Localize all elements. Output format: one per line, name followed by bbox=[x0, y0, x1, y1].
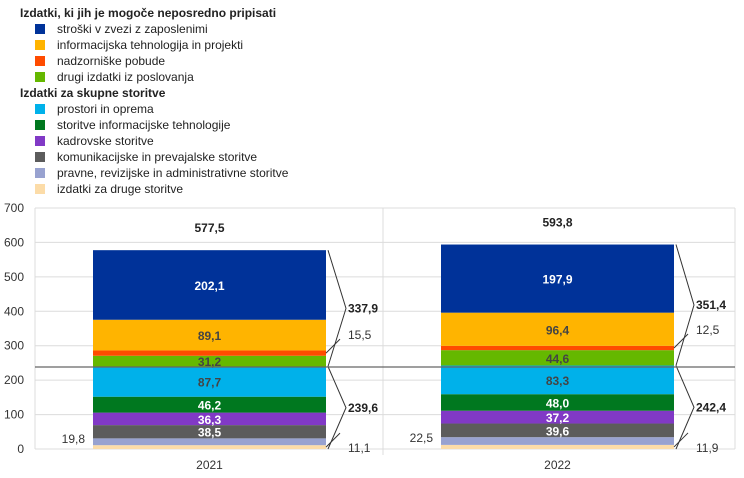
data-label: 89,1 bbox=[198, 329, 222, 343]
legend-label: prostori in oprema bbox=[57, 102, 154, 116]
legend-swatch bbox=[35, 104, 45, 114]
bar-segment bbox=[441, 365, 674, 395]
legend-label: kadrovske storitve bbox=[57, 134, 154, 148]
data-label: 31,2 bbox=[198, 355, 222, 369]
legend-item: stroški v zvezi z zaposlenimi bbox=[35, 22, 208, 36]
legend-item: storitve informacijske tehnologije bbox=[35, 118, 230, 132]
legend-label: informacijska tehnologija in projekti bbox=[57, 38, 244, 52]
legend-item: prostori in oprema bbox=[35, 102, 154, 116]
y-tick-label: 100 bbox=[4, 408, 24, 422]
bar-segment bbox=[93, 396, 326, 413]
legend-swatch bbox=[35, 168, 45, 178]
bar-segment bbox=[93, 250, 326, 320]
y-tick-label: 700 bbox=[4, 201, 24, 215]
bar-segment bbox=[441, 423, 674, 438]
bar-segment bbox=[441, 437, 674, 445]
legend-item: nadzorniške pobude bbox=[35, 54, 165, 68]
legend-swatch bbox=[35, 40, 45, 50]
legend-swatch bbox=[35, 120, 45, 130]
legend-item: kadrovske storitve bbox=[35, 134, 154, 148]
data-label: 11,9 bbox=[696, 441, 719, 455]
bar-segment bbox=[441, 444, 674, 449]
leader-line bbox=[325, 338, 341, 354]
legend-swatch bbox=[35, 24, 45, 34]
legend-label: pravne, revizijske in administrativne st… bbox=[57, 166, 289, 180]
bar-segment bbox=[93, 319, 326, 351]
data-label: 83,3 bbox=[546, 374, 570, 388]
y-tick-label: 200 bbox=[4, 373, 24, 387]
data-label: 87,7 bbox=[198, 376, 222, 390]
data-label: 15,5 bbox=[348, 328, 372, 342]
legend-label: nadzorniške pobude bbox=[57, 54, 166, 68]
x-tick-label: 2021 bbox=[196, 458, 223, 472]
total-label: 593,8 bbox=[542, 216, 572, 230]
legend-group-title: Izdatki za skupne storitve bbox=[20, 86, 166, 100]
y-tick-label: 0 bbox=[17, 442, 24, 456]
bar-segment bbox=[93, 412, 326, 426]
legend-label: komunikacijske in prevajalske storitve bbox=[57, 150, 258, 164]
bar-segment bbox=[93, 425, 326, 439]
shared-total-bracket bbox=[675, 365, 695, 450]
data-label: 197,9 bbox=[542, 273, 572, 287]
legend-swatch bbox=[35, 184, 45, 194]
bar-segment bbox=[441, 350, 674, 366]
direct-total-label: 337,9 bbox=[348, 301, 378, 315]
data-label: 96,4 bbox=[546, 323, 570, 337]
data-label: 48,0 bbox=[546, 396, 570, 410]
data-label: 22,5 bbox=[410, 431, 434, 445]
direct-total-bracket bbox=[327, 250, 347, 367]
legend-group-title: Izdatki, ki jih je mogoče neposredno pri… bbox=[20, 6, 277, 20]
bar-segment bbox=[441, 345, 674, 351]
leader-line bbox=[325, 432, 341, 448]
legend-item: informacijska tehnologija in projekti bbox=[35, 38, 243, 52]
legend-item: izdatki za druge storitve bbox=[35, 182, 183, 196]
data-label: 202,1 bbox=[194, 279, 224, 293]
data-label: 46,2 bbox=[198, 399, 222, 413]
leader-line bbox=[673, 432, 689, 448]
shared-total-label: 239,6 bbox=[348, 401, 378, 415]
bar-segment bbox=[441, 410, 674, 424]
legend-item: drugi izdatki iz poslovanja bbox=[35, 70, 194, 84]
data-label: 11,1 bbox=[348, 441, 371, 455]
bar-segment bbox=[93, 366, 326, 397]
bar-segment bbox=[93, 350, 326, 356]
legend-item: komunikacijske in prevajalske storitve bbox=[35, 150, 257, 164]
legend-label: drugi izdatki iz poslovanja bbox=[57, 70, 194, 84]
legend-swatch bbox=[35, 56, 45, 66]
shared-total-label: 242,4 bbox=[696, 400, 726, 414]
legend-label: stroški v zvezi z zaposlenimi bbox=[57, 22, 208, 36]
data-label: 39,6 bbox=[546, 424, 570, 438]
direct-total-label: 351,4 bbox=[696, 298, 726, 312]
bar-segment bbox=[441, 312, 674, 346]
y-tick-label: 500 bbox=[4, 270, 24, 284]
legend-item: pravne, revizijske in administrativne st… bbox=[35, 166, 288, 180]
y-tick-label: 600 bbox=[4, 235, 24, 249]
bar-segment bbox=[93, 355, 326, 367]
total-label: 577,5 bbox=[194, 221, 224, 235]
data-label: 38,5 bbox=[198, 426, 222, 440]
data-label: 19,8 bbox=[62, 432, 86, 446]
data-label: 12,5 bbox=[696, 323, 720, 337]
y-tick-label: 300 bbox=[4, 339, 24, 353]
bar-segment bbox=[93, 438, 326, 446]
bar-segment bbox=[441, 394, 674, 411]
bar-segment bbox=[93, 445, 326, 449]
leader-line bbox=[673, 333, 689, 349]
legend-swatch bbox=[35, 152, 45, 162]
bar-segment bbox=[441, 244, 674, 313]
data-label: 37,2 bbox=[546, 411, 570, 425]
shared-total-bracket bbox=[327, 366, 347, 450]
legend-label: izdatki za druge storitve bbox=[57, 182, 184, 196]
data-label: 36,3 bbox=[198, 413, 222, 427]
y-tick-label: 400 bbox=[4, 304, 24, 318]
x-tick-label: 2022 bbox=[544, 458, 571, 472]
direct-total-bracket bbox=[675, 244, 695, 366]
legend-swatch bbox=[35, 136, 45, 146]
data-label: 44,6 bbox=[546, 352, 570, 366]
legend-label: storitve informacijske tehnologije bbox=[57, 118, 231, 132]
legend-swatch bbox=[35, 72, 45, 82]
